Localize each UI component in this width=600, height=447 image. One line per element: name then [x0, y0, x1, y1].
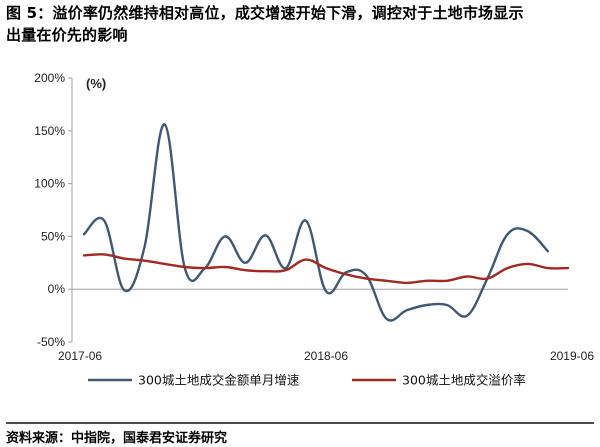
x-tick-label: 2019-06: [550, 349, 594, 363]
x-tick-label: 2017-06: [58, 349, 102, 363]
source-note: 资料来源：中指院，国泰君安证券研究: [6, 422, 594, 446]
y-tick-label: 100%: [34, 177, 65, 191]
y-tick-label: -50%: [37, 335, 65, 349]
x-tick-label: 2018-06: [304, 349, 348, 363]
figure-title-line-1: 图 5：溢价率仍然维持相对高位，成交增速开始下滑，调控对于土地市场显示: [6, 4, 524, 22]
series-premium-line: [82, 253, 570, 285]
legend-label: 300城土地成交溢价率: [402, 373, 526, 388]
line-chart: -50% 0% 50% 100% 150% 200% (%) 2017-06 2018-06 20…: [34, 71, 594, 388]
figure-title-line-2: 出量在价先的影响: [6, 26, 128, 44]
figure-title: 图 5：溢价率仍然维持相对高位，成交增速开始下滑，调控对于土地市场显示 出量在价…: [6, 2, 594, 46]
legend-label: 300城土地成交金额单月增速: [138, 373, 300, 388]
series-growth-line: [82, 123, 549, 322]
y-unit-label: (%): [86, 76, 106, 91]
y-tick-label: 0%: [48, 282, 66, 296]
y-tick-label: 150%: [34, 124, 65, 138]
y-tick-label: 50%: [41, 229, 65, 243]
y-tick-label: 200%: [34, 71, 65, 85]
